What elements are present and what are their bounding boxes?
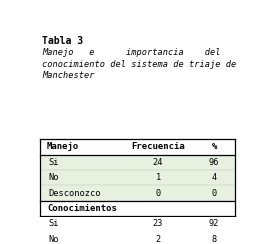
Text: 0: 0 [155,189,161,198]
Text: Frecuencia: Frecuencia [131,142,185,151]
Text: Manchester: Manchester [42,71,94,80]
Bar [40,185,235,201]
Bar [40,232,235,244]
Text: No: No [48,173,58,182]
Bar [40,216,235,232]
Text: Tabla 3: Tabla 3 [42,36,83,46]
Text: Manejo   e      importancia    del: Manejo e importancia del [42,48,220,57]
Text: Manejo: Manejo [47,142,79,151]
Bar [40,139,235,155]
Text: No: No [48,235,58,244]
Text: Desconozco: Desconozco [48,189,100,198]
Text: 23: 23 [153,219,163,228]
Text: 8: 8 [211,235,217,244]
Bar [40,155,235,170]
Text: %: % [211,142,217,151]
Text: Si: Si [48,158,58,167]
Text: 0: 0 [211,189,217,198]
Text: Si: Si [48,219,58,228]
Text: conocimiento del sistema de triaje de: conocimiento del sistema de triaje de [42,60,236,69]
Text: 24: 24 [153,158,163,167]
Bar [40,201,235,216]
Text: 96: 96 [209,158,219,167]
Text: Conocimientos: Conocimientos [47,204,117,213]
Text: 2: 2 [155,235,161,244]
Text: 92: 92 [209,219,219,228]
Text: 1: 1 [155,173,161,182]
Text: 4: 4 [211,173,217,182]
Bar [40,170,235,185]
